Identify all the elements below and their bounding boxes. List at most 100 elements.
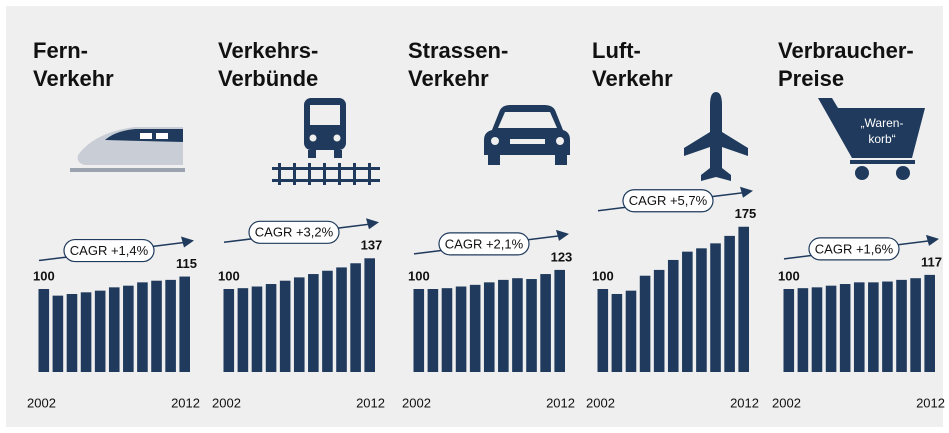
bar <box>924 274 935 372</box>
bar <box>223 289 235 372</box>
bar <box>455 286 467 372</box>
x-tick-label: 2012 <box>730 395 759 410</box>
value-label: 137 <box>361 238 383 253</box>
bar <box>364 258 375 372</box>
bar <box>896 279 907 372</box>
value-label: 115 <box>176 256 197 271</box>
panel-title: Fern- <box>33 38 88 63</box>
cagr-label: CAGR +1,4% <box>70 243 149 258</box>
bar <box>653 269 665 372</box>
panel-title: Verkehr <box>33 66 114 91</box>
bar <box>108 287 120 372</box>
bar <box>94 290 106 372</box>
panel-title: Verkehrs- <box>218 38 318 63</box>
bar <box>52 295 64 372</box>
bar <box>123 285 134 372</box>
cagr-arrowhead <box>740 186 753 198</box>
cagr-label: CAGR +1,6% <box>815 241 894 256</box>
cart-label: „Waren- <box>861 116 904 130</box>
bar <box>251 286 263 372</box>
bar <box>279 280 291 372</box>
panel-title: Luft- <box>592 38 641 63</box>
x-tick-label: 2002 <box>772 395 801 410</box>
cagr-oval <box>63 238 155 263</box>
cart-label: korb“ <box>868 132 895 146</box>
bar <box>427 289 439 372</box>
bar <box>38 289 50 372</box>
bar <box>441 288 453 372</box>
value-label: 100 <box>408 268 430 283</box>
bar <box>554 269 565 372</box>
bar <box>66 293 78 372</box>
bar <box>336 267 347 372</box>
bar <box>811 287 823 372</box>
bar <box>413 289 425 372</box>
bar <box>597 289 609 372</box>
bar <box>710 243 721 372</box>
bar <box>512 278 523 372</box>
value-label: 100 <box>592 268 614 283</box>
panel-title: Strassen- <box>408 38 508 63</box>
plane-icon <box>684 92 748 181</box>
bus-icon <box>272 98 380 185</box>
bar <box>137 282 148 372</box>
cagr-oval <box>438 232 530 256</box>
x-tick-label: 2012 <box>546 395 575 410</box>
bar <box>797 288 809 372</box>
cagr-arrowhead <box>556 229 569 241</box>
bar <box>825 285 837 372</box>
value-label: 100 <box>778 268 800 283</box>
bar <box>265 284 277 372</box>
panel-title: Verkehr <box>408 66 489 91</box>
bar <box>308 274 319 372</box>
x-tick-label: 2002 <box>586 395 615 410</box>
cagr-arrowhead <box>926 234 939 246</box>
value-label: 123 <box>551 249 573 264</box>
bar <box>853 282 865 372</box>
panel-title: Verkehr <box>592 66 673 91</box>
bar <box>80 292 92 372</box>
bar <box>237 288 249 372</box>
bar <box>738 226 749 372</box>
bar <box>724 235 735 372</box>
bar <box>322 270 333 372</box>
cagr-oval <box>248 220 340 244</box>
bar <box>151 280 162 372</box>
cagr-arrowhead <box>366 218 379 230</box>
bar <box>165 279 176 372</box>
cart-icon: „Waren- korb“ <box>818 98 925 180</box>
bar <box>910 278 921 372</box>
bar <box>696 248 707 372</box>
bar <box>625 290 637 372</box>
bar <box>483 282 495 372</box>
x-tick-label: 2002 <box>402 395 431 410</box>
value-label: 100 <box>218 268 240 283</box>
cagr-oval <box>808 237 900 261</box>
x-tick-label: 2012 <box>916 395 945 410</box>
value-label: 175 <box>735 206 757 221</box>
bar <box>882 281 893 372</box>
bar <box>839 284 851 372</box>
cagr-label: CAGR +3,2% <box>255 225 334 240</box>
car-icon <box>484 105 570 165</box>
bar <box>639 275 651 372</box>
bar <box>783 289 795 372</box>
bar <box>350 263 361 372</box>
bar <box>293 277 305 372</box>
train-icon <box>70 127 185 172</box>
bar <box>682 251 693 372</box>
bar <box>526 279 537 372</box>
x-tick-label: 2002 <box>212 395 241 410</box>
bar <box>179 276 190 372</box>
bar <box>498 279 509 372</box>
cagr-arrowhead <box>181 236 194 248</box>
panel-title: Preise <box>778 66 844 91</box>
value-label: 117 <box>921 254 942 269</box>
x-tick-label: 2012 <box>171 395 200 410</box>
cagr-oval <box>622 189 714 213</box>
cagr-label: CAGR +2,1% <box>445 236 524 251</box>
panel-title: Verbünde <box>218 66 318 91</box>
cagr-label: CAGR +5,7% <box>629 193 708 208</box>
bar <box>611 293 623 372</box>
